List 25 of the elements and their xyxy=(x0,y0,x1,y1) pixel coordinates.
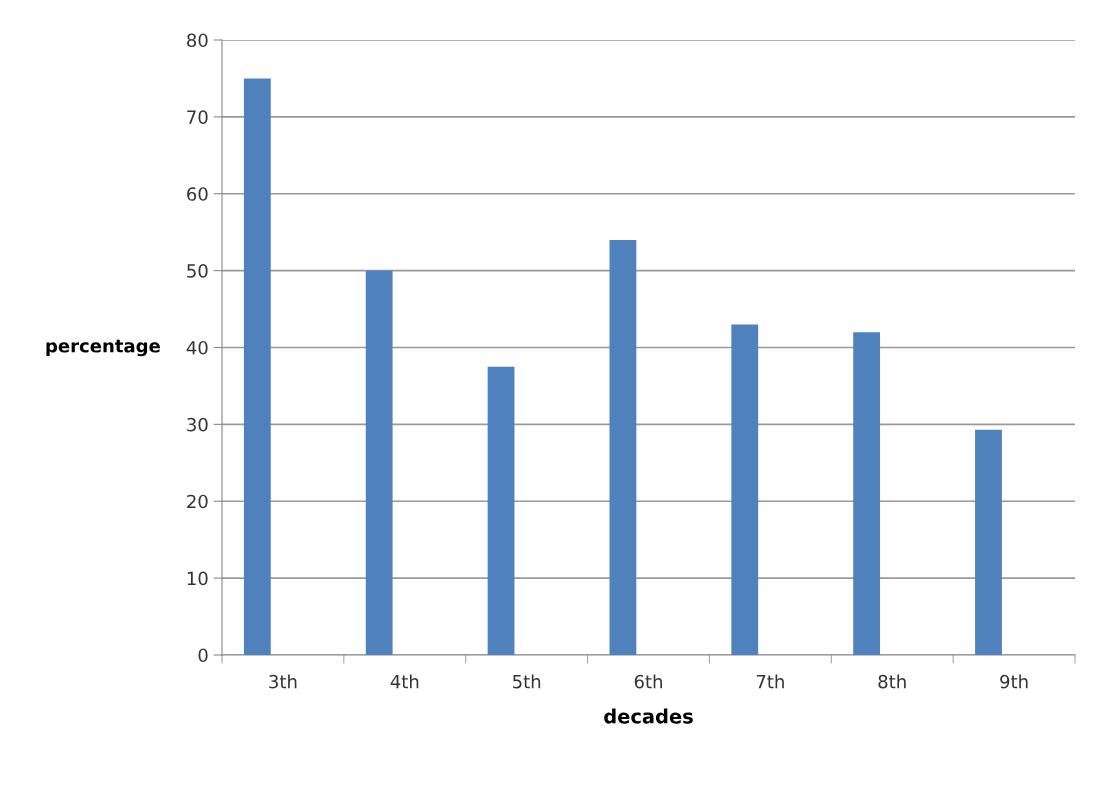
bar xyxy=(609,239,637,655)
bar xyxy=(975,429,1002,655)
x-tick-label: 5th xyxy=(513,674,541,689)
bar xyxy=(365,270,393,655)
y-tick-label: 70 xyxy=(187,110,208,124)
x-tick-label: 4th xyxy=(390,674,419,689)
y-tick-label: 80 xyxy=(187,33,208,48)
y-tick-label: 0 xyxy=(198,648,208,663)
x-tick-label: 8th xyxy=(878,674,906,689)
y-tick-label: 30 xyxy=(187,417,208,432)
bar xyxy=(243,78,271,655)
x-tick-label: 7th xyxy=(756,674,784,689)
y-tick-label: 40 xyxy=(186,340,208,355)
y-tick-label: 10 xyxy=(187,571,208,586)
bar xyxy=(731,324,759,655)
x-axis-title: decades xyxy=(604,708,693,724)
y-tick-label: 50 xyxy=(187,264,208,278)
y-axis-title: percentage xyxy=(46,339,160,357)
y-tick-label: 60 xyxy=(187,187,208,201)
y-tick-label: 20 xyxy=(187,494,208,509)
bar xyxy=(853,332,881,655)
x-tick-label: 6th xyxy=(634,674,662,689)
bar xyxy=(487,366,515,655)
x-tick-label: 9th xyxy=(1000,674,1028,689)
x-tick-label: 3th xyxy=(269,674,297,689)
